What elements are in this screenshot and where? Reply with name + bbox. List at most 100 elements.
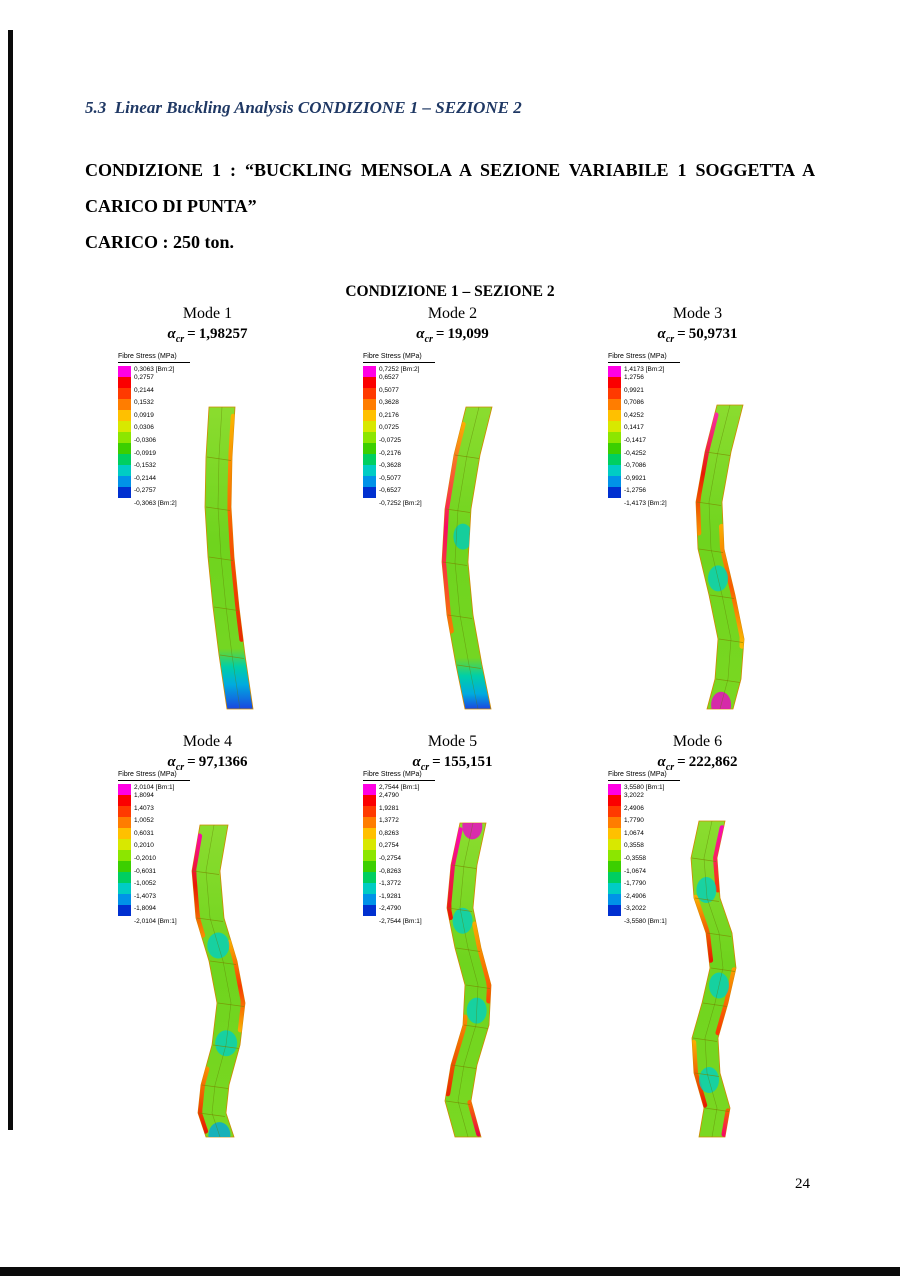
legend-value: 1,7790 (624, 817, 644, 825)
legend-body: 0,3063 [Bm:2] 0,2757 0,2144 0,1532 0,0919 0,0… (118, 366, 190, 510)
legend-title: Fibre Stress (MPa) (363, 770, 435, 781)
mode-header: Mode 6 αcr = 222,862 (595, 733, 800, 773)
legend-band (608, 410, 621, 421)
mode-title: Mode 5 (427, 733, 478, 750)
legend-value: 1,3772 (379, 817, 399, 825)
alpha-cr-value: αcr = 50,9731 (595, 326, 800, 345)
legend-band (118, 443, 131, 454)
alpha-symbol: α (412, 754, 421, 770)
buckling-shape-figure (650, 397, 800, 724)
legend-band (118, 377, 131, 388)
legend-band (608, 861, 621, 872)
legend-band (608, 487, 621, 498)
alpha-symbol: α (167, 326, 176, 342)
legend-band (608, 872, 621, 883)
alpha-number: 97,1366 (198, 754, 248, 770)
legend-value: -2,7544 [Bm:1] (379, 918, 422, 925)
legend-title: Fibre Stress (MPa) (608, 770, 680, 781)
legend-body: 3,5580 [Bm:1] 3,2022 2,4906 1,7790 1,0674 0,3… (608, 784, 680, 928)
mode-panel-1: Mode 1 αcr = 1,98257 Fibre Stress (MPa) 0,… (105, 305, 350, 723)
legend-band (608, 388, 621, 399)
legend-band (363, 795, 376, 806)
legend-labels: 0,3063 [Bm:2] 0,2757 0,2144 0,1532 0,0919 0,0… (134, 366, 190, 510)
legend-band (363, 432, 376, 443)
alpha-cr-value: αcr = 97,1366 (105, 754, 310, 773)
stress-legend: Fibre Stress (MPa) 3,5580 [Bm:1] 3,2022 2,… (608, 770, 680, 928)
legend-labels: 1,4173 [Bm:2] 1,2756 0,9921 0,7086 0,4252 0,1… (624, 366, 680, 510)
legend-value: -0,2144 (134, 474, 157, 482)
alpha-subscript: cr (175, 334, 185, 345)
legend-value: -0,9921 (624, 474, 647, 482)
legend-value: -0,2176 (379, 449, 402, 457)
equals-sign: = (435, 326, 445, 342)
legend-title: Fibre Stress (MPa) (363, 352, 435, 363)
legend-band (608, 894, 621, 905)
legend-labels: 0,7252 [Bm:2] 0,6527 0,5077 0,3628 0,2176 0,0… (379, 366, 435, 510)
legend-value: -1,8094 (134, 905, 157, 913)
legend-value: 3,2022 (624, 792, 644, 799)
mode-header: Mode 3 αcr = 50,9731 (595, 305, 800, 345)
legend-value: -0,0725 (379, 437, 402, 444)
legend-band (118, 883, 131, 894)
paragraph-line-3: CARICO : 250 ton. (85, 232, 235, 252)
legend-band (363, 806, 376, 817)
buckling-shape-figure (405, 813, 555, 1152)
legend-band (118, 861, 131, 872)
buckling-shape-figure (160, 397, 310, 724)
legend-band (608, 817, 621, 828)
bottom-border-line (0, 1267, 900, 1276)
legend-value: 1,4173 [Bm:2] (624, 366, 665, 373)
legend-band (118, 806, 131, 817)
stress-legend: Fibre Stress (MPa) 2,0104 [Bm:1] 1,8094 1,… (118, 770, 190, 928)
legend-band (118, 795, 131, 806)
legend-labels: 2,7544 [Bm:1] 2,4790 1,9281 1,3772 0,8263 0,2… (379, 784, 435, 928)
mode-panel-2: Mode 2 αcr = 19,099 Fibre Stress (MPa) 0,7… (350, 305, 595, 723)
page-number: 24 (795, 1176, 810, 1192)
alpha-cr-value: αcr = 19,099 (350, 326, 555, 345)
legend-value: 2,7544 [Bm:1] (379, 784, 420, 791)
buckling-shape-figure (160, 813, 310, 1152)
legend-band (608, 795, 621, 806)
legend-band (608, 377, 621, 388)
alpha-subscript: cr (420, 762, 430, 773)
legend-value: -0,2010 (134, 855, 157, 862)
legend-value: -2,0104 [Bm:1] (134, 918, 177, 925)
legend-value: -0,3558 (624, 855, 647, 862)
legend-value: 0,6031 (134, 829, 154, 837)
legend-band (608, 476, 621, 487)
legend-band (363, 828, 376, 839)
alpha-cr-value: αcr = 222,862 (595, 754, 800, 773)
legend-color-bar (363, 784, 376, 916)
legend-value: -1,0052 (134, 880, 157, 888)
legend-value: 0,5077 (379, 386, 399, 394)
legend-band (363, 476, 376, 487)
legend-value: -0,6031 (134, 867, 157, 875)
legend-band (363, 883, 376, 894)
legend-band (363, 861, 376, 872)
legend-value: -0,0306 (134, 437, 157, 444)
buckling-shape-figure (650, 813, 800, 1152)
legend-value: -0,1532 (134, 462, 157, 470)
legend-band (608, 443, 621, 454)
legend-band (363, 487, 376, 498)
legend-title: Fibre Stress (MPa) (118, 352, 190, 363)
legend-value: 0,9921 (624, 386, 644, 394)
mode-title: Mode 1 (182, 305, 233, 322)
legend-value: 0,4252 (624, 411, 644, 419)
alpha-number: 222,862 (688, 754, 738, 770)
legend-band (118, 366, 131, 377)
legend-value: -1,3772 (379, 880, 402, 888)
alpha-number: 50,9731 (688, 326, 738, 342)
body-paragraph: CONDIZIONE 1 : “BUCKLING MENSOLA A SEZIO… (85, 152, 817, 260)
legend-band (118, 487, 131, 498)
alpha-number: 155,151 (443, 754, 493, 770)
legend-value: -2,4906 (624, 892, 647, 900)
legend-band (363, 454, 376, 465)
legend-band (608, 465, 621, 476)
legend-title: Fibre Stress (MPa) (608, 352, 680, 363)
legend-band (608, 399, 621, 410)
section-heading: 5.3 Linear Buckling Analysis CONDIZIONE … (85, 98, 522, 117)
legend-value: -0,7086 (624, 462, 647, 470)
legend-band (608, 905, 621, 916)
legend-color-bar (608, 784, 621, 916)
